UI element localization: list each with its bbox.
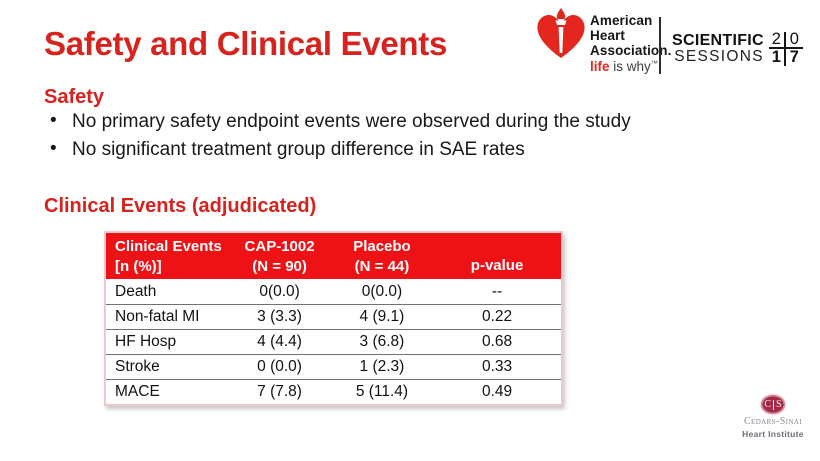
table-cell: 3 (6.8)	[359, 333, 405, 350]
year-digit: 0	[785, 30, 803, 49]
bullet-text: No primary safety endpoint events were o…	[72, 111, 631, 132]
table-cell: 4 (9.1)	[359, 308, 405, 325]
safety-heading: Safety	[44, 86, 105, 108]
table-cell: Non-fatal MI	[115, 308, 200, 325]
table-cell: --	[491, 282, 503, 300]
emblem-letter: C	[764, 398, 772, 410]
header-line: p-value	[470, 256, 524, 274]
life-label: life	[590, 59, 610, 74]
table-cell: 5 (11.4)	[355, 383, 409, 400]
header-line: Placebo	[353, 238, 411, 255]
table-row: Death 0(0.0) 0(0.0) --	[106, 279, 561, 304]
year-digit: 7	[789, 48, 799, 66]
header-line: (N = 90)	[252, 257, 307, 275]
is-why-label: is why	[609, 59, 651, 74]
bullet-item: No primary safety endpoint events were o…	[48, 110, 631, 139]
sessions-year-grid: 2 0 1 7	[768, 30, 803, 66]
table-cell: 7 (7.8)	[257, 383, 302, 400]
table-row: HF Hosp 4 (4.4) 3 (6.8) 0.68	[106, 329, 561, 354]
clinical-events-heading: Clinical Events (adjudicated)	[44, 195, 317, 217]
table-cell: 0 (0.0)	[257, 358, 302, 375]
year-digit: 2	[768, 30, 786, 49]
cedars-sinai-logo: C S Cedars-Sinai Heart Institute	[735, 395, 811, 439]
cedars-emblem-icon: C S	[761, 395, 785, 414]
table-cell: 3 (3.3)	[257, 308, 302, 325]
header-cell: Clinical Events [n (%)]	[106, 233, 228, 279]
emblem-letter: S	[776, 398, 782, 410]
slide-title: Safety and Clinical Events	[44, 25, 448, 62]
year-digit: 1	[769, 48, 786, 66]
table-cell: 0.68	[481, 333, 513, 350]
aha-org-line: Heart	[590, 28, 626, 43]
table-cell: 0.22	[481, 308, 513, 325]
table-cell: Stroke	[115, 358, 160, 375]
header-line: CAP-1002	[244, 238, 315, 255]
header-cell: CAP-1002 (N = 90)	[228, 233, 330, 279]
trademark-symbol: ™	[650, 60, 658, 68]
header-line: [n (%)]	[115, 257, 162, 275]
table-header-row: Clinical Events [n (%)] CAP-1002 (N = 90…	[106, 233, 561, 279]
bullet-text: No significant treatment group differenc…	[72, 139, 525, 160]
table-row: Non-fatal MI 3 (3.3) 4 (9.1) 0.22	[106, 304, 561, 329]
table-cell: 0.49	[481, 383, 513, 400]
aha-org-name: American Heart Association.	[590, 13, 671, 58]
aha-org-line: Association.	[590, 43, 672, 58]
cedars-subtitle: Heart Institute	[742, 429, 804, 439]
aha-heart-torch-icon	[537, 8, 585, 58]
header-cell: Placebo (N = 44)	[331, 233, 433, 279]
bullet-item: No significant treatment group differenc…	[48, 138, 631, 167]
cedars-name: Cedars-Sinai	[743, 416, 803, 427]
header-line: Clinical Events	[115, 238, 222, 255]
table-cell: 1 (2.3)	[359, 358, 405, 375]
table-cell: 0.33	[481, 358, 513, 375]
header-cell: p-value	[433, 233, 561, 279]
clinical-events-table: Clinical Events [n (%)] CAP-1002 (N = 90…	[104, 231, 563, 406]
table-cell: HF Hosp	[115, 333, 177, 350]
logo-divider	[659, 17, 661, 74]
table-cell: 4 (4.4)	[257, 333, 302, 350]
sessions-label: SESSIONS	[674, 48, 764, 65]
scientific-label: SCIENTIFIC	[672, 32, 764, 49]
table-row: Stroke 0 (0.0) 1 (2.3) 0.33	[106, 354, 561, 379]
aha-org-line: American	[590, 13, 653, 28]
table-cell: MACE	[115, 383, 160, 400]
table-row: MACE 7 (7.8) 5 (11.4) 0.49	[106, 379, 561, 404]
scientific-sessions-logo: SCIENTIFIC SESSIONS 2 0 1 7	[672, 30, 803, 66]
table-cell: 0(0.0)	[361, 282, 403, 300]
table-cell: Death	[115, 282, 157, 300]
safety-bullet-list: No primary safety endpoint events were o…	[48, 110, 631, 167]
table-cell: 0(0.0)	[259, 282, 300, 300]
emblem-torch-bar	[773, 399, 775, 410]
header-line: (N = 44)	[354, 257, 410, 275]
sessions-wordmark: SCIENTIFIC SESSIONS	[672, 33, 764, 65]
aha-tagline: life is why™	[590, 59, 658, 74]
